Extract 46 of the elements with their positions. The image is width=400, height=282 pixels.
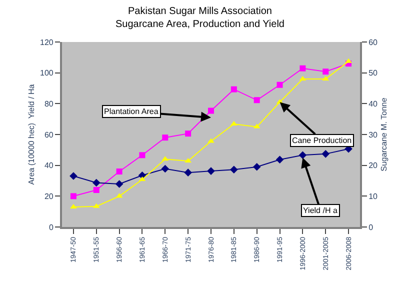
point: [300, 65, 306, 72]
y2-tick-label: 50: [368, 68, 378, 78]
y2-tick-label: 30: [368, 130, 378, 140]
annotation: Yield /H a: [303, 206, 338, 215]
y2-tick-label: 10: [368, 192, 378, 201]
y2-tick-label: 40: [368, 99, 378, 108]
point: [208, 108, 214, 114]
point: [276, 82, 283, 88]
point: [230, 86, 237, 92]
y-tick-label: 60: [44, 130, 54, 140]
point: [115, 180, 124, 188]
point: [70, 193, 76, 200]
point: [208, 138, 214, 143]
point: [93, 187, 100, 193]
point: [162, 134, 168, 141]
point: [276, 156, 284, 164]
y2-tick-label: 60: [368, 38, 378, 47]
point: [92, 178, 100, 187]
annotation: Plantation Area: [104, 107, 159, 116]
chart-title: Pakistan Sugar Mills Association Sugarcane Area, Production and Yield: [115, 6, 285, 30]
point: [184, 168, 192, 176]
y-tick-label: 0: [48, 222, 54, 232]
point: [70, 172, 78, 180]
point: [252, 162, 261, 171]
point: [207, 167, 215, 175]
point: [322, 150, 330, 158]
y2-tick-label: 20: [368, 161, 378, 170]
y-tick-label: 120: [40, 38, 54, 47]
point: [70, 204, 77, 208]
point: [345, 58, 352, 63]
point: [298, 151, 307, 160]
y-tick-label: 20: [44, 192, 54, 201]
point: [322, 68, 329, 75]
point: [161, 164, 170, 173]
y-tick-label: 100: [40, 68, 54, 78]
point: [230, 166, 238, 174]
point: [116, 168, 122, 174]
point: [185, 130, 192, 137]
y-tick-label: 80: [44, 99, 54, 108]
point: [139, 152, 146, 158]
annotation: Cane Production: [292, 136, 352, 145]
point: [254, 97, 260, 104]
y2-axis-title: Sugarcane M. Tonne: [380, 97, 389, 172]
y-axis-title: Area (10000 hec) Yield / Ha: [27, 84, 36, 185]
y-tick-label: 40: [44, 161, 54, 170]
y2-tick-label: 0: [368, 222, 374, 232]
